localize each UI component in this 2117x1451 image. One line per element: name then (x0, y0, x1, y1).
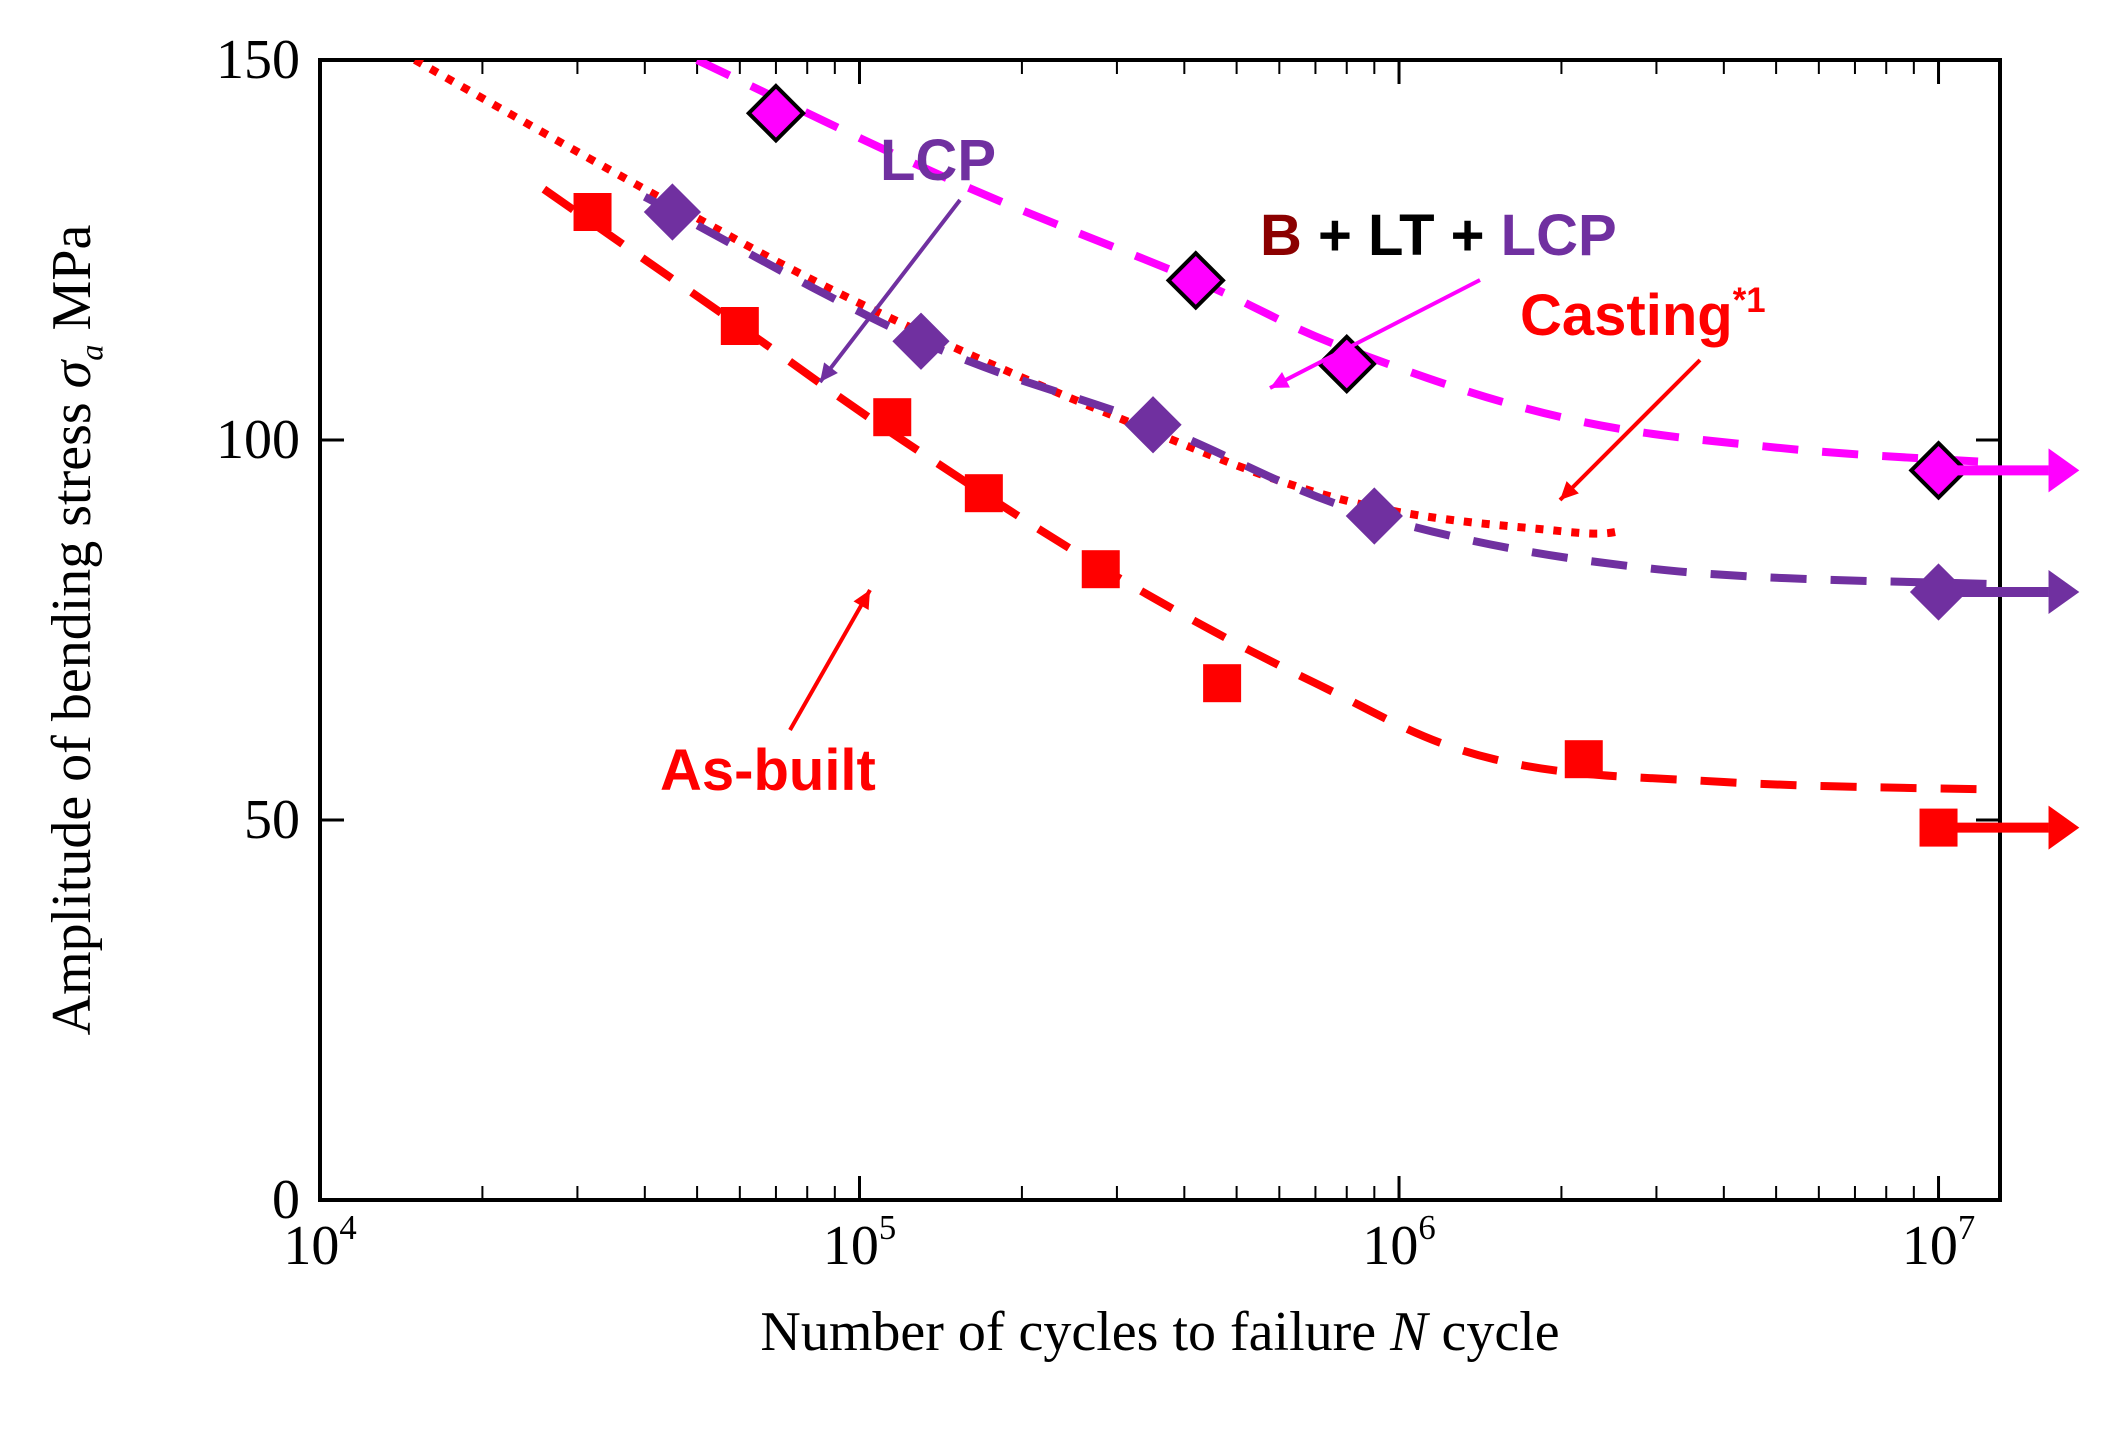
as_built-curve (544, 189, 2000, 789)
y-tick-label: 0 (272, 1169, 300, 1231)
sn-curve-chart: 104105106107050100150Number of cycles to… (0, 0, 2117, 1451)
as_built-marker (1566, 741, 1602, 777)
as_built-marker (874, 399, 910, 435)
blt_lcp-marker (749, 86, 803, 140)
as_built-marker (722, 308, 758, 344)
y-tick-label: 100 (216, 409, 300, 471)
asbuilt-label: As-built (660, 738, 876, 803)
blt_lcp-marker (1169, 253, 1223, 307)
blt_lcp-runout-arrow (2049, 448, 2080, 492)
as_built-marker (575, 194, 611, 230)
x-tick-label: 106 (1362, 1208, 1435, 1277)
as_built-marker (1083, 551, 1119, 587)
as_built-marker (966, 475, 1002, 511)
y-tick-label: 150 (216, 29, 300, 91)
as_built-marker (1204, 665, 1240, 701)
chart-svg: 104105106107050100150Number of cycles to… (0, 0, 2117, 1451)
lcp-runout-arrow (2049, 570, 2080, 614)
lcp-marker (894, 314, 948, 368)
x-axis-label: Number of cycles to failure N cycle (760, 1301, 1559, 1363)
as_built-runout-arrow (2049, 806, 2080, 850)
x-tick-label: 107 (1902, 1208, 1975, 1277)
bltlcp-label: B + LT + LCP (1260, 203, 1617, 268)
casting-curve (415, 60, 1623, 534)
y-axis-label: Amplitude of bending stress σa MPa (41, 225, 110, 1036)
casting-label: Casting*1 (1520, 281, 1766, 348)
x-tick-label: 105 (823, 1208, 896, 1277)
y-tick-label: 50 (244, 789, 300, 851)
lcp-marker (1347, 489, 1401, 543)
lcp-label: LCP (880, 128, 996, 193)
